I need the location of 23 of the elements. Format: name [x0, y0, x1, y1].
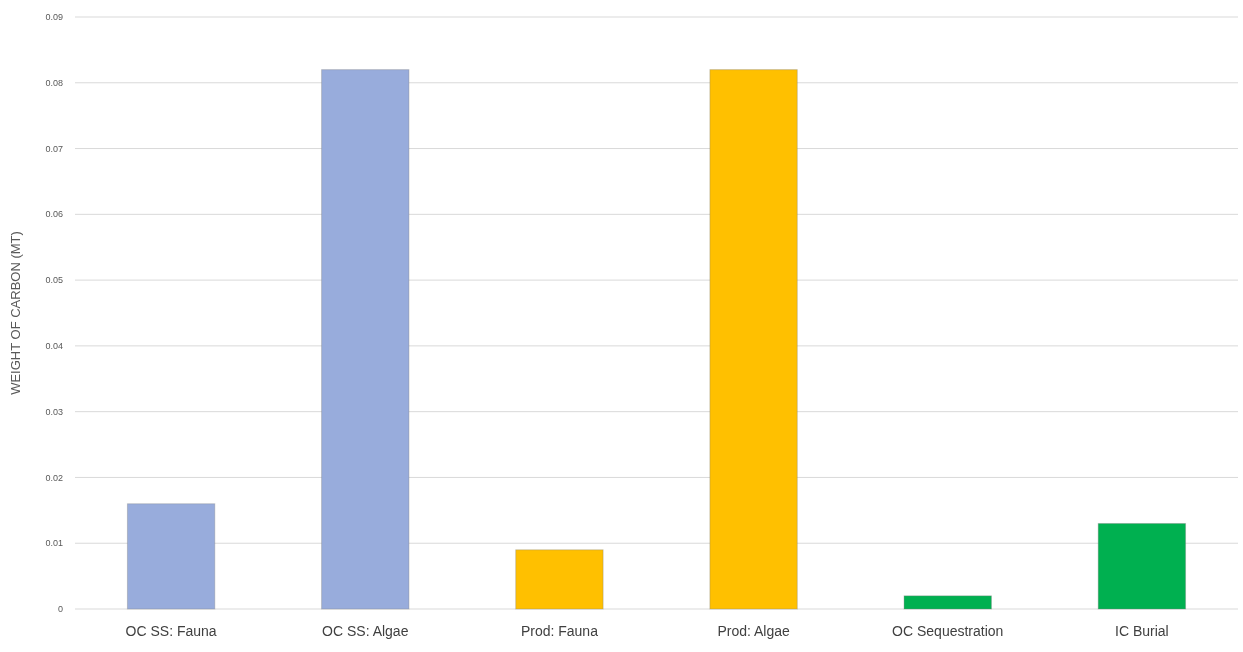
y-tick-label: 0.07	[45, 143, 63, 154]
bar	[321, 69, 410, 610]
y-tick-label: 0.04	[45, 341, 63, 352]
x-tick-label: IC Burial	[1115, 623, 1169, 639]
y-tick-label: 0.01	[45, 538, 63, 549]
bar	[126, 503, 216, 610]
y-tick-label: 0.02	[45, 472, 63, 483]
bar	[709, 69, 798, 610]
y-axis-title: WEIGHT OF CARBON (MT)	[8, 231, 23, 395]
x-tick-label: OC SS: Algae	[322, 623, 409, 639]
bar	[903, 595, 992, 610]
y-tick-label: 0.03	[45, 406, 63, 417]
y-tick-label: 0.09	[45, 12, 63, 23]
x-tick-label: OC SS: Fauna	[125, 623, 217, 639]
y-tick-label: 0.06	[45, 209, 63, 220]
x-tick-label: Prod: Algae	[717, 623, 790, 639]
x-tick-label: OC Sequestration	[892, 623, 1004, 639]
y-tick-label: 0.08	[45, 77, 63, 88]
bar	[1097, 522, 1187, 610]
y-tick-label: 0.05	[45, 275, 63, 286]
y-tick-label: 0	[57, 604, 63, 615]
x-tick-label: Prod: Fauna	[520, 623, 599, 639]
bar	[515, 549, 604, 610]
